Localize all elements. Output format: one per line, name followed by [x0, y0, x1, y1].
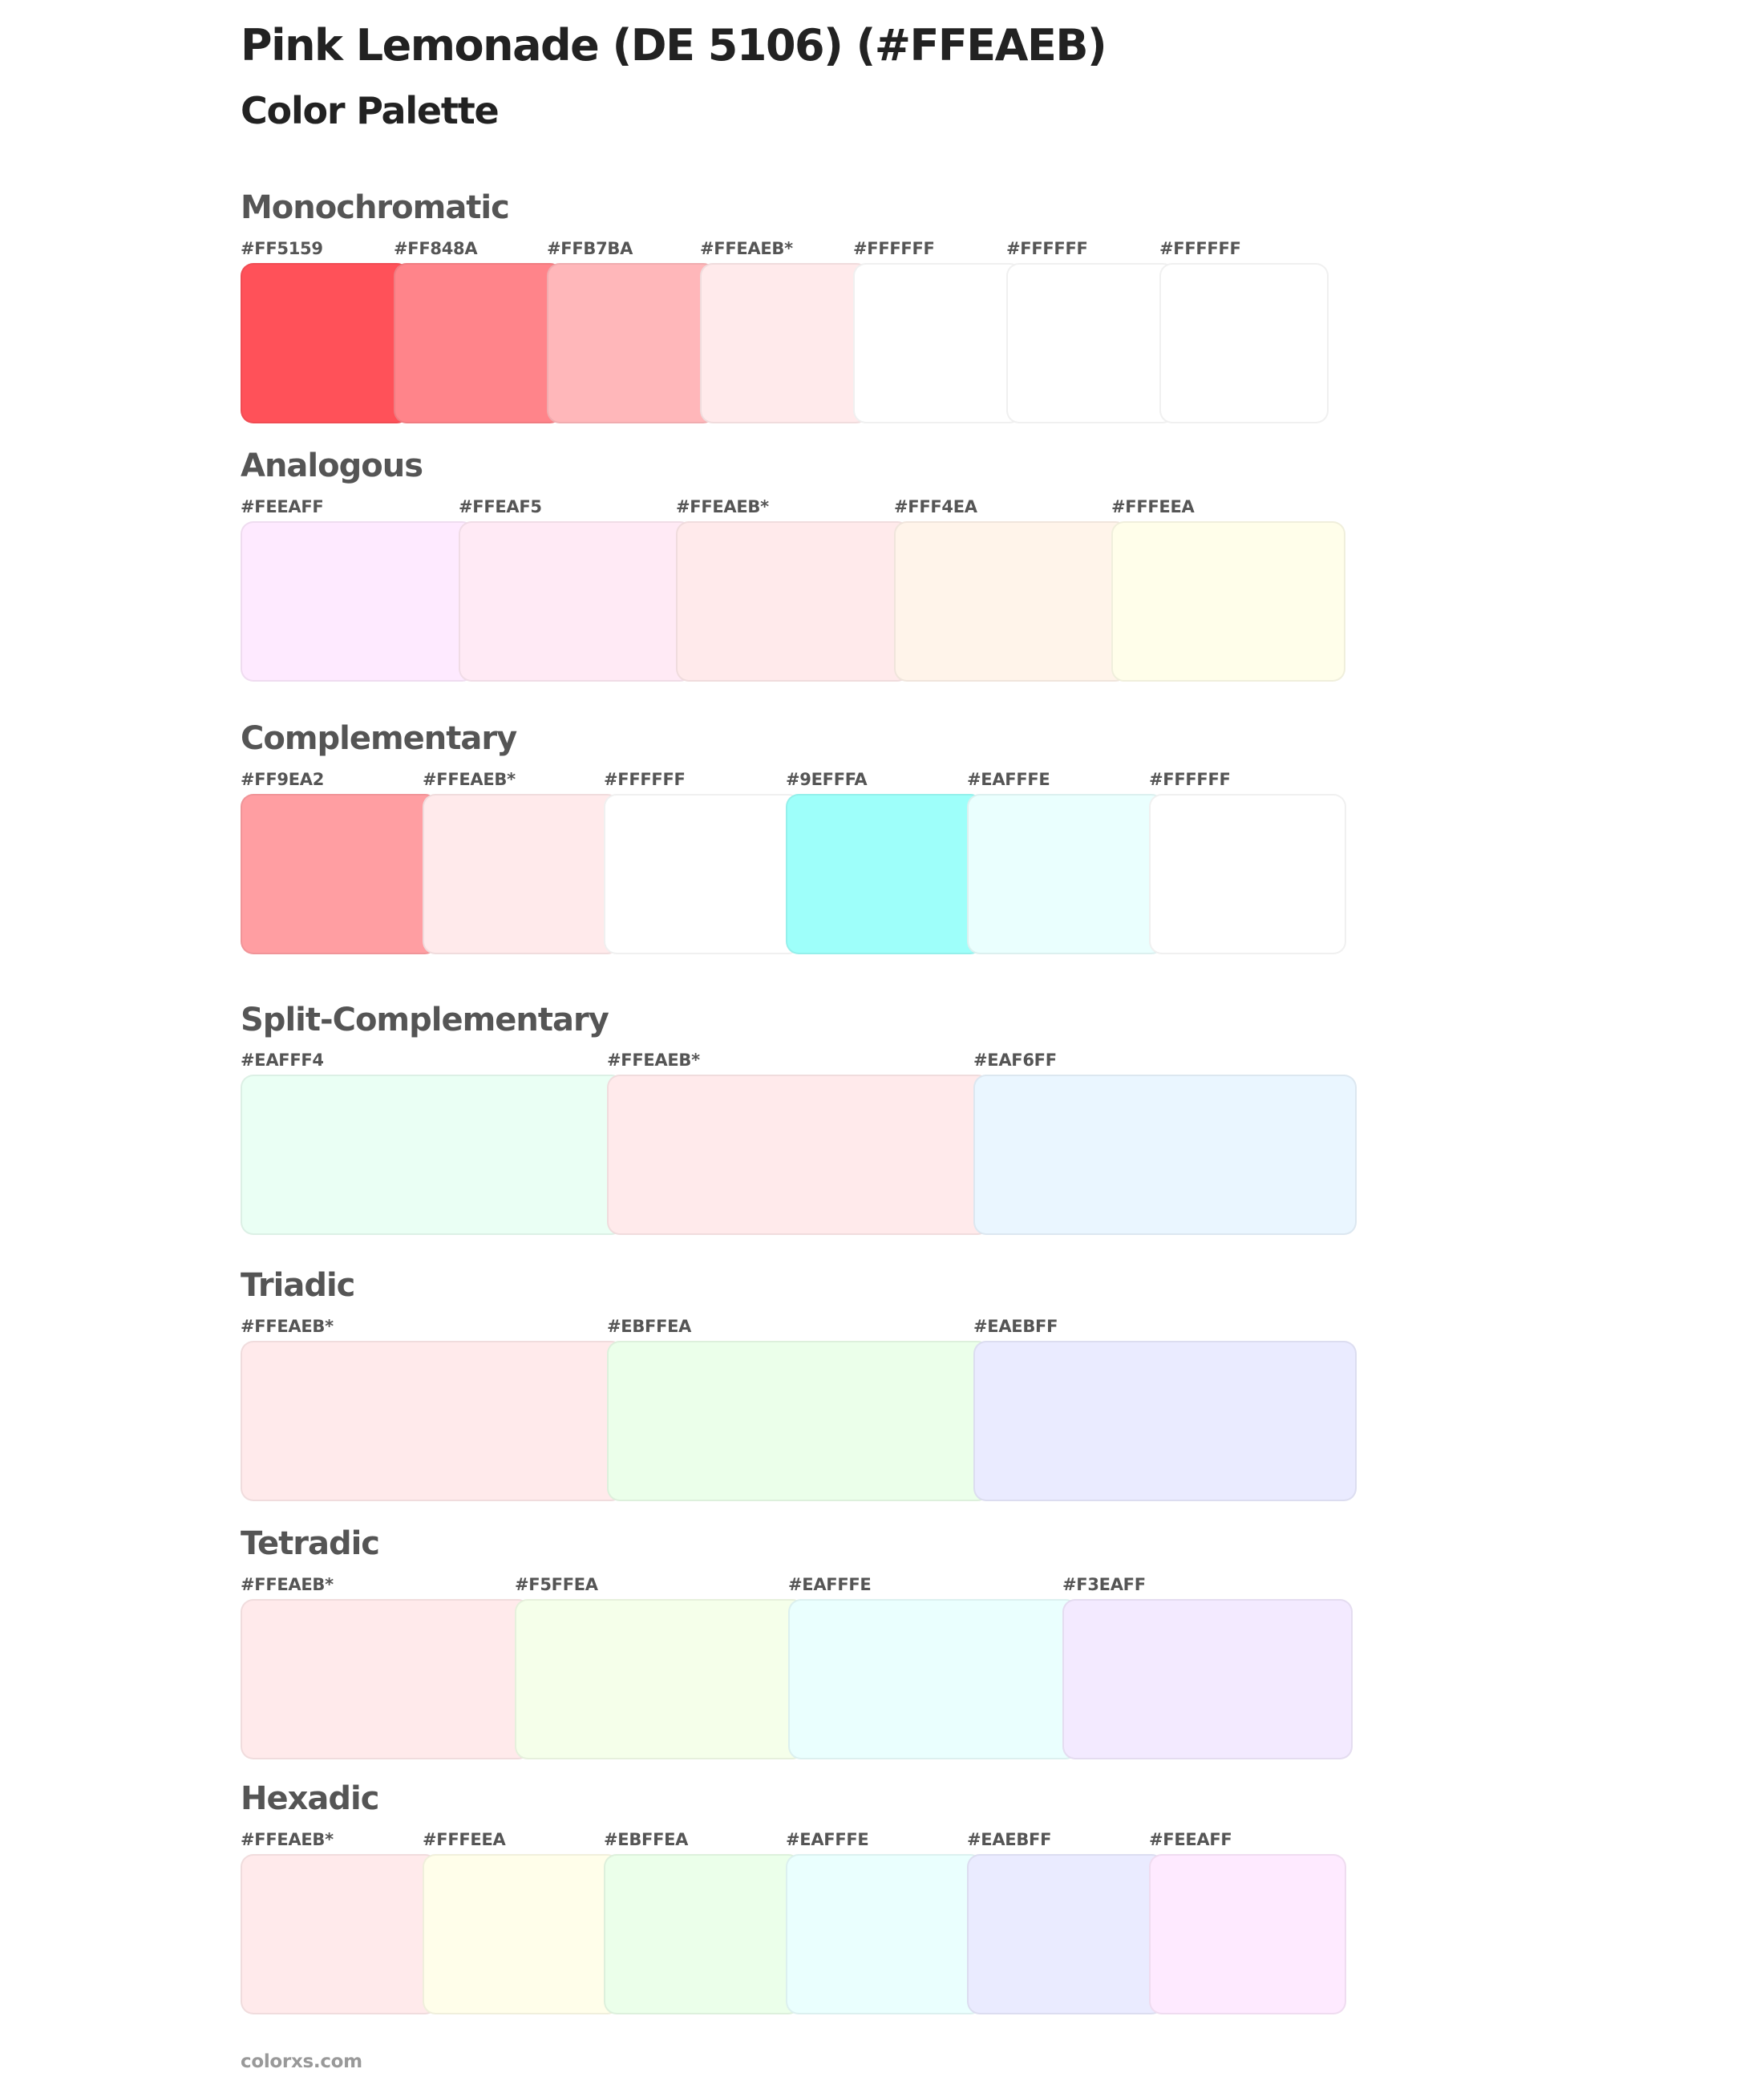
section-heading-monochromatic: Monochromatic [241, 189, 510, 226]
color-swatch[interactable] [547, 263, 716, 423]
swatch-hex-label: #EAEBFF [967, 1830, 1052, 1849]
swatch-hex-label: #FFFEEA [1111, 497, 1195, 516]
color-swatch[interactable] [967, 1854, 1164, 2014]
footer-site-name[interactable]: colorxs.com [241, 2051, 362, 2072]
section-heading-triadic: Triadic [241, 1267, 355, 1304]
color-swatch[interactable] [1149, 794, 1346, 954]
color-swatch[interactable] [894, 521, 1128, 682]
color-swatch[interactable] [607, 1341, 990, 1501]
swatch-hex-label: #FFEAEB* [241, 1830, 334, 1849]
swatch-hex-label: #F3EAFF [1062, 1575, 1146, 1594]
swatch-hex-label: #FFEAF5 [459, 497, 542, 516]
swatch-hex-label: #FEEAFF [1149, 1830, 1232, 1849]
color-swatch[interactable] [241, 1599, 531, 1759]
swatch-hex-label: #EAF6FF [973, 1051, 1057, 1070]
swatch-hex-label: #FEEAFF [241, 497, 324, 516]
swatch-hex-label: #EAFFFE [788, 1575, 872, 1594]
section-heading-tetradic: Tetradic [241, 1525, 380, 1562]
color-swatch[interactable] [676, 521, 910, 682]
swatch-hex-label: #FFEAEB* [676, 497, 769, 516]
swatch-hex-label: #FF848A [394, 239, 478, 258]
section-heading-analogous: Analogous [241, 447, 423, 484]
color-swatch[interactable] [1111, 521, 1345, 682]
swatch-hex-label: #FFEAEB* [241, 1317, 334, 1336]
section-heading-hexadic: Hexadic [241, 1780, 379, 1817]
swatch-hex-label: #FF9EA2 [241, 770, 325, 789]
swatch-hex-label: #EAFFFE [967, 770, 1050, 789]
swatch-hex-label: #FFFFFF [604, 770, 686, 789]
color-swatch[interactable] [1149, 1854, 1346, 2014]
color-swatch[interactable] [604, 794, 801, 954]
swatch-hex-label: #FFB7BA [547, 239, 633, 258]
swatch-hex-label: #EAEBFF [973, 1317, 1058, 1336]
color-swatch[interactable] [973, 1075, 1357, 1235]
swatch-hex-label: #FFFFFF [1149, 770, 1231, 789]
color-swatch[interactable] [241, 263, 410, 423]
swatch-hex-label: #FFEAEB* [423, 770, 516, 789]
color-swatch[interactable] [607, 1075, 990, 1235]
page-title: Pink Lemonade (DE 5106) (#FFEAEB) [241, 20, 1107, 71]
color-swatch[interactable] [1062, 1599, 1353, 1759]
section-heading-complementary: Complementary [241, 720, 517, 757]
swatch-hex-label: #EAFFF4 [241, 1051, 324, 1070]
swatch-hex-label: #FFFFFF [1006, 239, 1088, 258]
color-swatch[interactable] [423, 794, 620, 954]
color-swatch[interactable] [786, 1854, 983, 2014]
color-swatch[interactable] [1006, 263, 1175, 423]
color-swatch[interactable] [700, 263, 869, 423]
color-swatch[interactable] [423, 1854, 620, 2014]
section-heading-split-complementary: Split-Complementary [241, 1002, 609, 1038]
color-swatch[interactable] [394, 263, 563, 423]
color-swatch[interactable] [973, 1341, 1357, 1501]
page-subtitle: Color Palette [241, 89, 500, 132]
swatch-hex-label: #FFEAEB* [700, 239, 793, 258]
color-swatch[interactable] [241, 1075, 624, 1235]
color-swatch[interactable] [515, 1599, 805, 1759]
color-swatch[interactable] [853, 263, 1022, 423]
swatch-hex-label: #EBFFEA [604, 1830, 689, 1849]
color-swatch[interactable] [786, 794, 983, 954]
color-swatch[interactable] [604, 1854, 801, 2014]
color-swatch[interactable] [241, 1341, 624, 1501]
color-swatch[interactable] [459, 521, 693, 682]
swatch-hex-label: #F5FFEA [515, 1575, 598, 1594]
swatch-hex-label: #FFF4EA [894, 497, 977, 516]
color-swatch[interactable] [241, 521, 475, 682]
color-swatch[interactable] [788, 1599, 1078, 1759]
color-swatch[interactable] [1159, 263, 1329, 423]
swatch-hex-label: #FFEAEB* [607, 1051, 700, 1070]
swatch-hex-label: #EAFFFE [786, 1830, 869, 1849]
swatch-hex-label: #9EFFFA [786, 770, 868, 789]
swatch-hex-label: #FFFEEA [423, 1830, 506, 1849]
color-swatch[interactable] [967, 794, 1164, 954]
swatch-hex-label: #FFFFFF [1159, 239, 1241, 258]
swatch-hex-label: #FFEAEB* [241, 1575, 334, 1594]
swatch-hex-label: #FF5159 [241, 239, 323, 258]
swatch-hex-label: #EBFFEA [607, 1317, 692, 1336]
color-swatch[interactable] [241, 794, 438, 954]
swatch-hex-label: #FFFFFF [853, 239, 935, 258]
color-swatch[interactable] [241, 1854, 438, 2014]
